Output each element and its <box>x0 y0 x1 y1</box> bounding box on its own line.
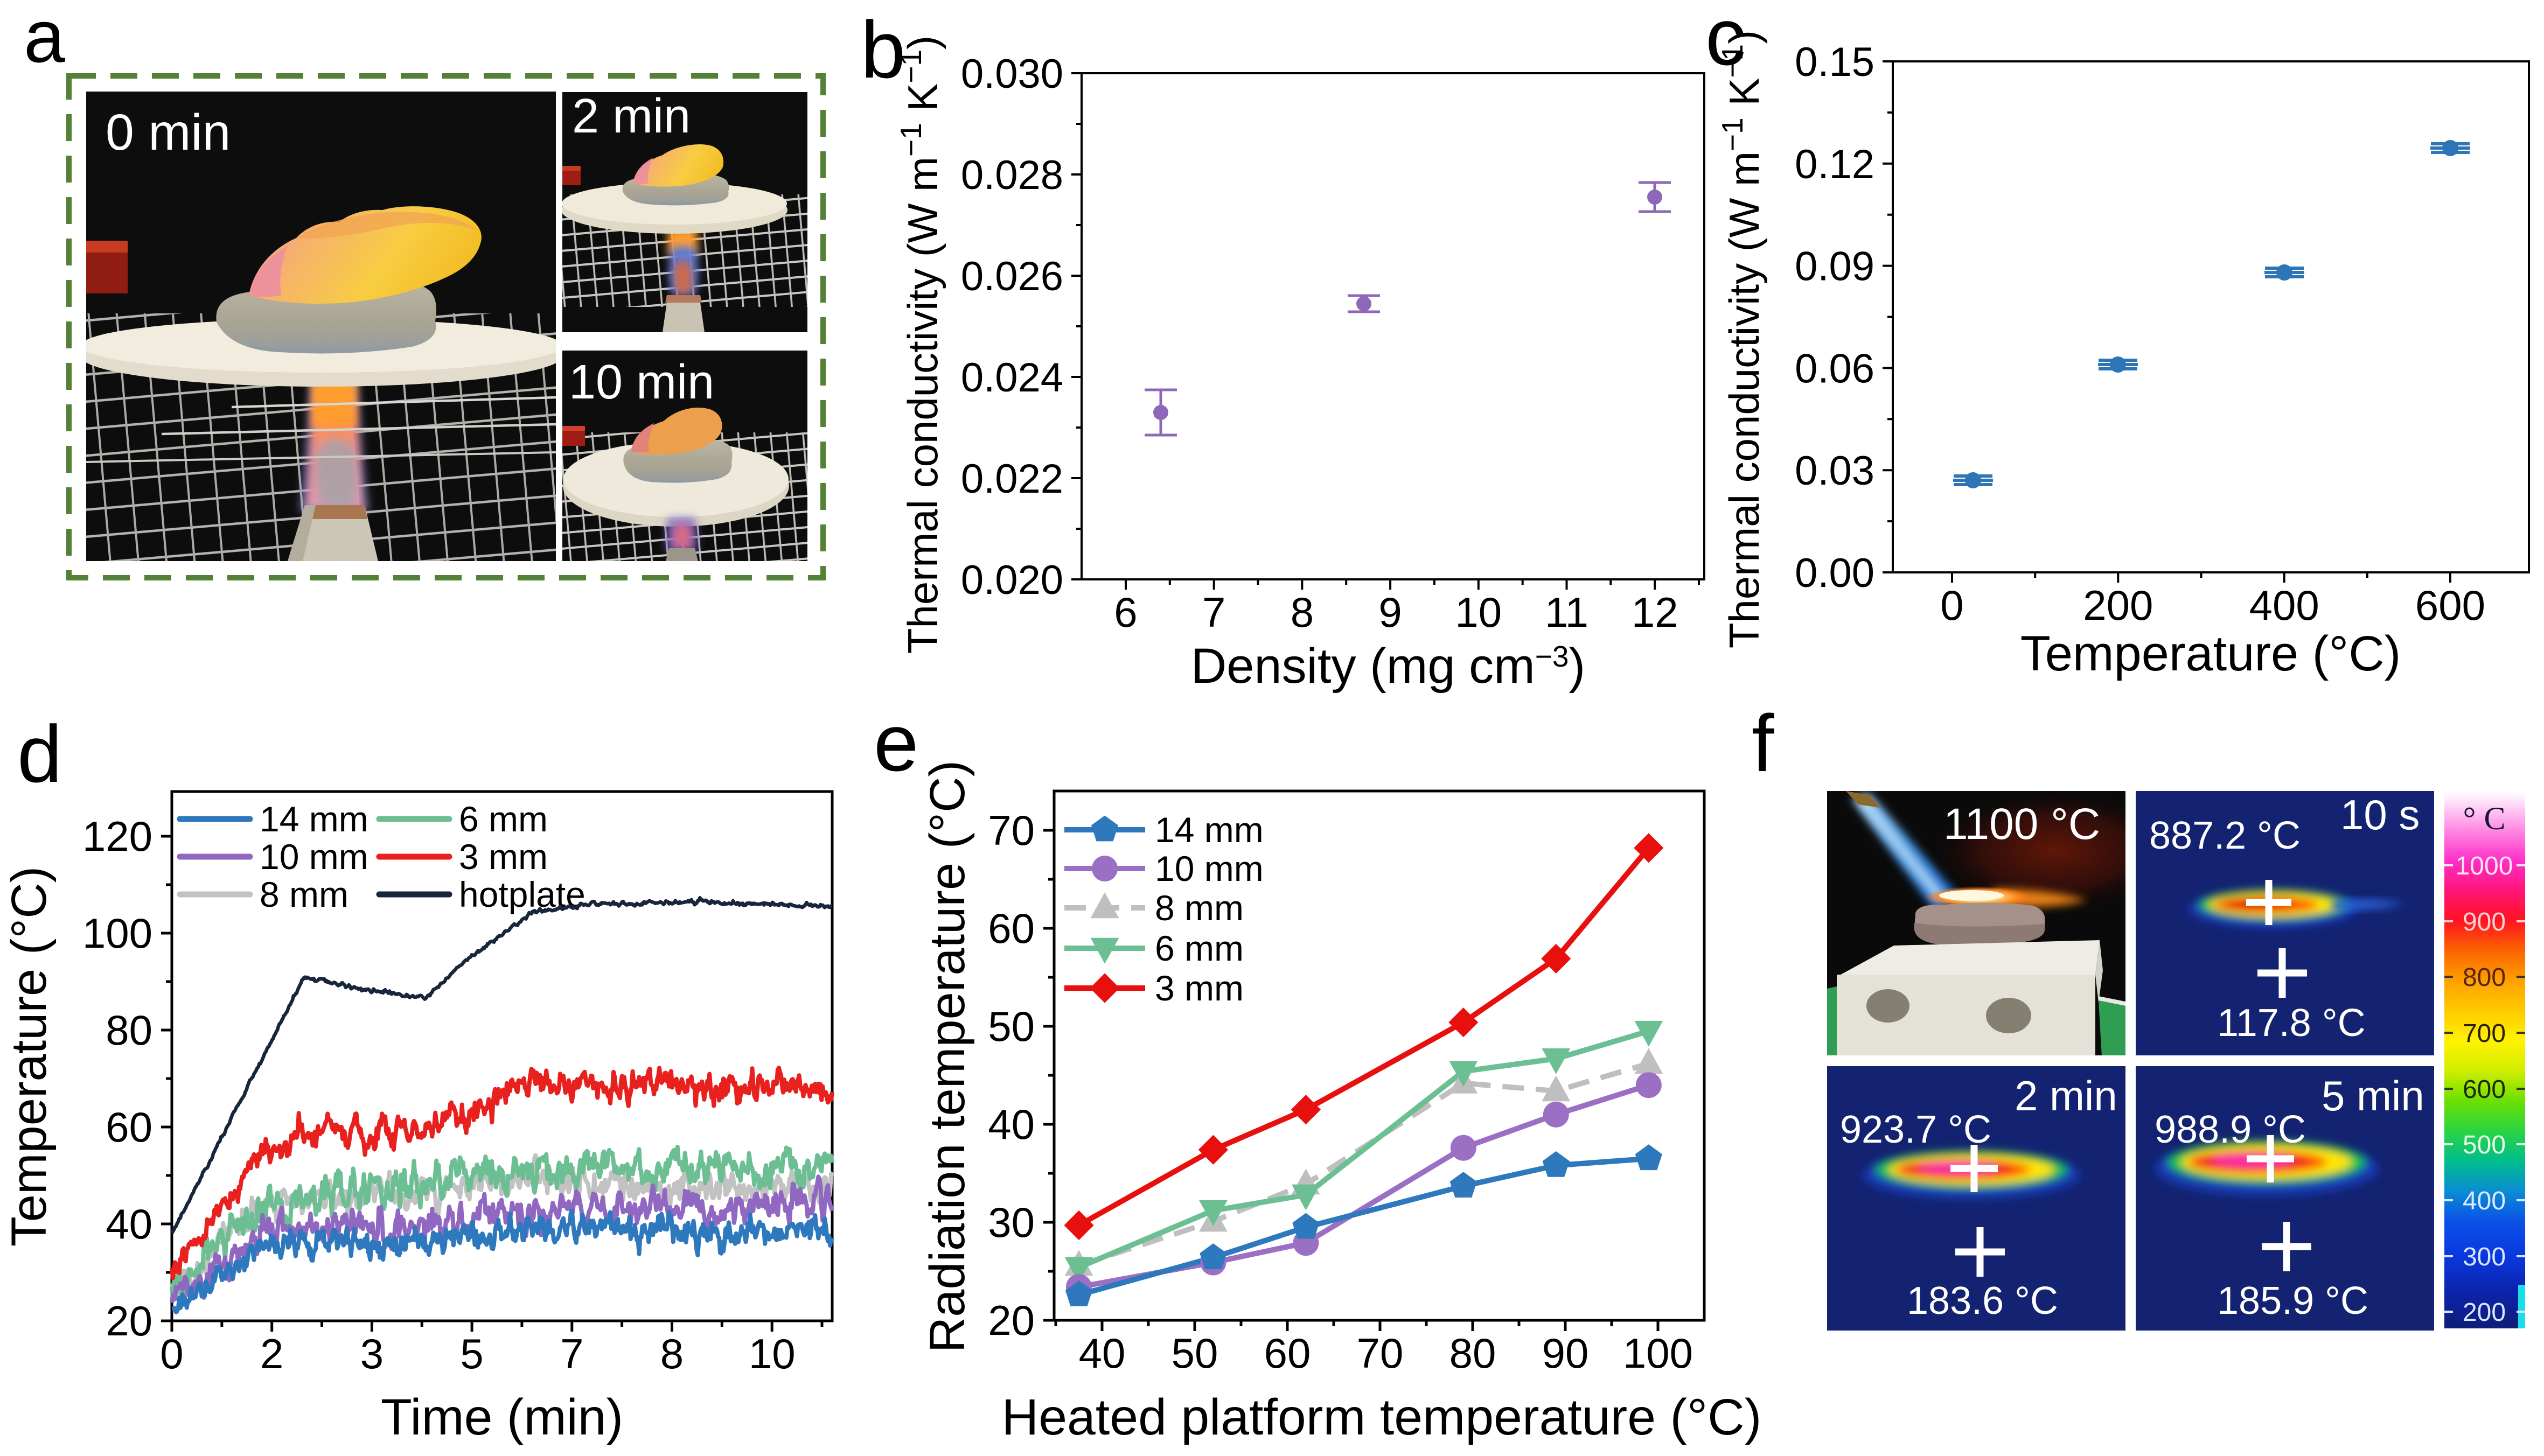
svg-text:0.00: 0.00 <box>1795 550 1874 596</box>
svg-text:700: 700 <box>2463 1019 2506 1048</box>
svg-text:800: 800 <box>2463 963 2506 992</box>
svg-text:988.9 °C: 988.9 °C <box>2155 1108 2306 1151</box>
svg-text:300: 300 <box>2463 1243 2506 1271</box>
svg-text:40: 40 <box>106 1200 152 1248</box>
svg-text:10 mm: 10 mm <box>260 837 368 877</box>
svg-text:0.12: 0.12 <box>1795 142 1874 187</box>
svg-text:50: 50 <box>988 1003 1035 1050</box>
svg-text:80: 80 <box>106 1006 152 1054</box>
svg-text:Heated platform temperature (°: Heated platform temperature (°C) <box>1002 1389 1762 1446</box>
svg-text:2 min: 2 min <box>572 89 691 143</box>
svg-text:Density (mg cm−3): Density (mg cm−3) <box>1191 639 1585 694</box>
svg-text:Thermal conductivity (W m−1 K−: Thermal conductivity (W m−1 K−1) <box>1716 30 1768 648</box>
svg-text:900: 900 <box>2463 908 2506 936</box>
svg-text:70: 70 <box>988 807 1035 854</box>
svg-text:0.026: 0.026 <box>961 254 1063 299</box>
svg-text:0.028: 0.028 <box>961 152 1063 198</box>
svg-text:80: 80 <box>1449 1329 1496 1377</box>
svg-text:8 mm: 8 mm <box>260 874 349 914</box>
svg-text:600: 600 <box>2415 582 2485 629</box>
svg-text:117.8 °C: 117.8 °C <box>2217 1002 2366 1045</box>
svg-text:0 min: 0 min <box>106 104 231 161</box>
svg-text:f: f <box>1752 698 1774 788</box>
svg-text:2: 2 <box>260 1330 283 1377</box>
svg-text:° C: ° C <box>2463 801 2505 836</box>
svg-text:3 mm: 3 mm <box>459 837 548 877</box>
svg-text:2 min: 2 min <box>2015 1072 2117 1119</box>
svg-text:183.6 °C: 183.6 °C <box>1907 1279 2058 1322</box>
svg-text:20: 20 <box>988 1297 1035 1344</box>
svg-text:11: 11 <box>1545 589 1588 636</box>
svg-text:b: b <box>861 4 905 95</box>
svg-text:12: 12 <box>1632 589 1678 636</box>
svg-text:5: 5 <box>460 1330 483 1377</box>
svg-text:3: 3 <box>360 1330 384 1377</box>
svg-text:Temperature (°C): Temperature (°C) <box>2 866 57 1247</box>
svg-text:Temperature (°C): Temperature (°C) <box>2020 626 2401 681</box>
svg-text:0: 0 <box>1940 582 1963 629</box>
svg-text:500: 500 <box>2463 1131 2506 1159</box>
svg-text:e: e <box>874 697 918 788</box>
svg-text:185.9 °C: 185.9 °C <box>2217 1279 2368 1322</box>
svg-text:8: 8 <box>1291 589 1314 636</box>
svg-text:10 s: 10 s <box>2340 791 2420 838</box>
svg-text:1000: 1000 <box>2456 852 2513 880</box>
svg-text:60: 60 <box>106 1103 152 1151</box>
svg-text:6 mm: 6 mm <box>1155 928 1244 968</box>
svg-text:50: 50 <box>1172 1329 1218 1377</box>
svg-text:200: 200 <box>2083 582 2153 629</box>
svg-text:0: 0 <box>160 1330 183 1377</box>
svg-text:10: 10 <box>749 1330 796 1377</box>
svg-text:Time (min): Time (min) <box>381 1389 623 1446</box>
svg-text:6: 6 <box>1114 589 1137 636</box>
svg-text:120: 120 <box>82 813 152 860</box>
svg-text:200: 200 <box>2463 1298 2506 1327</box>
svg-text:6 mm: 6 mm <box>459 799 548 839</box>
svg-text:0.022: 0.022 <box>961 456 1063 502</box>
svg-text:600: 600 <box>2463 1075 2506 1104</box>
svg-text:5 min: 5 min <box>2322 1072 2424 1119</box>
svg-text:0.024: 0.024 <box>961 355 1063 401</box>
svg-text:60: 60 <box>988 905 1035 952</box>
svg-text:90: 90 <box>1542 1329 1589 1377</box>
svg-text:0.15: 0.15 <box>1795 39 1874 85</box>
svg-text:100: 100 <box>82 909 152 957</box>
svg-text:9: 9 <box>1378 589 1402 636</box>
svg-text:7: 7 <box>1202 589 1225 636</box>
svg-text:923.7 °C: 923.7 °C <box>1840 1108 1991 1151</box>
svg-text:40: 40 <box>1079 1329 1126 1377</box>
svg-text:3 mm: 3 mm <box>1155 968 1244 1008</box>
svg-text:10 mm: 10 mm <box>1155 849 1264 888</box>
svg-text:Thermal conductivity (W m−1 K−: Thermal conductivity (W m−1 K−1) <box>894 36 946 654</box>
svg-text:c: c <box>1705 0 1746 82</box>
svg-text:0.030: 0.030 <box>961 51 1063 97</box>
svg-text:400: 400 <box>2463 1187 2506 1215</box>
svg-text:30: 30 <box>988 1199 1035 1246</box>
svg-text:400: 400 <box>2249 582 2319 629</box>
svg-text:0.020: 0.020 <box>961 557 1063 603</box>
svg-text:0.06: 0.06 <box>1795 346 1874 391</box>
svg-text:1100 °C: 1100 °C <box>1943 800 2100 849</box>
svg-text:70: 70 <box>1357 1329 1404 1377</box>
svg-text:60: 60 <box>1264 1329 1311 1377</box>
svg-text:a: a <box>24 0 65 78</box>
svg-text:100: 100 <box>1623 1329 1693 1377</box>
svg-text:10: 10 <box>1455 589 1502 636</box>
svg-text:7: 7 <box>560 1330 583 1377</box>
svg-text:40: 40 <box>988 1101 1035 1148</box>
svg-text:d: d <box>17 709 62 799</box>
svg-text:0.09: 0.09 <box>1795 244 1874 290</box>
svg-text:10 min: 10 min <box>569 355 714 409</box>
svg-text:14 mm: 14 mm <box>260 799 368 839</box>
svg-text:0.03: 0.03 <box>1795 448 1874 494</box>
svg-text:887.2 °C: 887.2 °C <box>2149 814 2301 857</box>
svg-text:8 mm: 8 mm <box>1155 888 1244 928</box>
svg-text:Radiation temperature (°C): Radiation temperature (°C) <box>920 760 975 1353</box>
svg-text:8: 8 <box>660 1330 684 1377</box>
svg-text:14 mm: 14 mm <box>1155 810 1264 850</box>
svg-text:20: 20 <box>106 1297 152 1345</box>
